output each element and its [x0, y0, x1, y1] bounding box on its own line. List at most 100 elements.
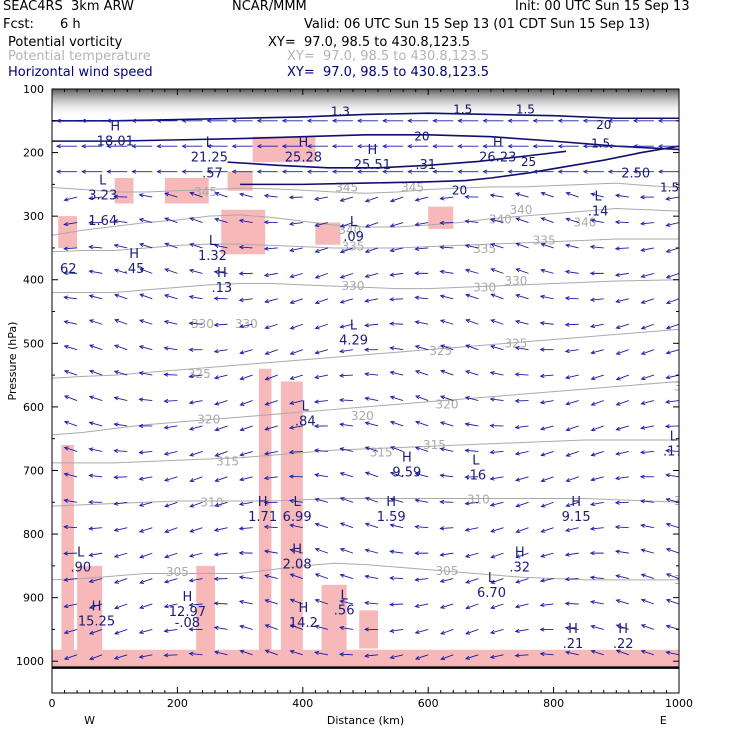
wind-arrowhead	[288, 449, 294, 455]
y-tick-label: 600	[23, 401, 44, 414]
wind-arrow	[490, 319, 504, 325]
wind-arrowhead	[189, 478, 195, 483]
wind-arrowhead	[539, 373, 545, 379]
wind-arrow	[491, 268, 504, 274]
wind-arrowhead	[364, 471, 370, 476]
wind-arrowhead	[239, 477, 245, 482]
hl-marker-value: .21	[563, 637, 584, 652]
theta-label: 320	[436, 397, 459, 411]
wind-arrow	[89, 395, 103, 401]
wind-arrow	[89, 552, 103, 556]
wind-arrowhead	[106, 169, 112, 174]
wind-arrow	[390, 323, 404, 325]
wind-arrow	[139, 345, 153, 351]
wind-arrowhead	[464, 655, 470, 660]
wind-arrowhead	[540, 426, 546, 431]
wind-arrowhead	[439, 294, 445, 299]
wind-arrowhead	[138, 423, 144, 429]
wind-arrowhead	[615, 298, 621, 304]
theta-label: 325	[505, 336, 528, 350]
wind-arrowhead	[39, 248, 43, 251]
theta-label: 335	[473, 242, 496, 256]
wind-arrow	[490, 345, 504, 351]
wind-arrowhead	[213, 349, 219, 354]
wind-arrow	[340, 522, 354, 529]
wind-arrowhead	[314, 325, 320, 330]
hl-marker-value: .84	[295, 414, 316, 429]
wind-arrowhead	[482, 118, 488, 123]
wind-arrow	[465, 449, 479, 452]
wind-arrowhead	[331, 144, 337, 149]
wind-arrow	[190, 476, 203, 482]
wind-arrow	[640, 222, 654, 225]
wind-arrow	[190, 217, 203, 223]
wind-arrow	[641, 298, 655, 304]
wind-arrow	[666, 298, 679, 304]
wind-arrow	[666, 523, 679, 529]
wind-arrowhead	[40, 421, 44, 424]
wind-arrowhead	[590, 477, 596, 482]
wind-speed-label: 25	[521, 155, 536, 169]
wind-arrowhead	[389, 471, 395, 476]
wind-arrowhead	[138, 345, 144, 350]
theta-label: 340	[338, 223, 361, 237]
wind-arrowhead	[113, 293, 119, 298]
wind-arrow	[215, 476, 228, 482]
wind-arrowhead	[314, 196, 320, 201]
hl-marker-value: .31	[415, 158, 436, 173]
wind-arrow	[239, 323, 253, 328]
x-tick-label: 0	[49, 697, 56, 710]
wind-arrowhead	[440, 344, 446, 349]
wind-arrow	[365, 323, 379, 326]
wind-arrowhead	[589, 271, 595, 276]
wind-arrowhead	[615, 599, 621, 604]
wind-arrow	[415, 370, 429, 376]
wind-arrowhead	[114, 318, 120, 323]
wind-arrow	[440, 603, 454, 609]
wind-arrowhead	[339, 197, 345, 202]
wind-arrowhead	[640, 273, 646, 279]
wind-arrow	[590, 601, 604, 605]
wind-arrow	[465, 294, 479, 300]
wind-arrowhead	[156, 144, 162, 149]
wind-arrowhead	[189, 242, 195, 248]
wind-arrow	[365, 247, 379, 253]
x-tick-label: 200	[167, 697, 188, 710]
wind-arrow	[89, 344, 103, 351]
theta-contour	[52, 238, 679, 253]
wind-arrowhead	[615, 376, 621, 381]
wind-arrow	[415, 446, 429, 452]
wind-arrow	[214, 602, 228, 605]
wind-arrow	[615, 221, 629, 223]
wind-arrow	[164, 400, 178, 402]
wind-arrowhead	[40, 498, 44, 501]
theta-label: 330	[235, 317, 258, 331]
wind-arrow	[239, 476, 253, 481]
wind-arrow	[415, 247, 429, 250]
wind-arrow	[440, 578, 454, 583]
wind-arrow	[490, 476, 504, 480]
hl-marker-value: 15.25	[78, 615, 115, 630]
west-label: W	[84, 714, 95, 727]
wind-arrowhead	[188, 294, 194, 300]
wind-arrowhead	[414, 603, 420, 608]
wind-arrowhead	[139, 293, 145, 298]
wind-arrowhead	[640, 425, 646, 430]
hl-marker-value: .09	[343, 230, 364, 245]
theta-contour	[52, 182, 679, 194]
wind-arrowhead	[414, 498, 420, 503]
wind-arrowhead	[414, 472, 420, 477]
wind-arrow	[465, 269, 479, 274]
wind-arrow	[265, 649, 278, 656]
wind-arrow	[465, 603, 479, 609]
hl-marker-value: 18.01	[97, 135, 134, 150]
wind-arrow	[365, 397, 379, 401]
wind-arrowhead	[213, 296, 219, 301]
wind-arrow	[590, 219, 604, 223]
wind-arrow	[64, 447, 78, 452]
wind-arrowhead	[539, 347, 545, 352]
wind-speed-label: 1.5	[516, 102, 535, 116]
wind-arrowhead	[106, 118, 112, 123]
wind-arrow	[640, 450, 654, 453]
wind-arrow	[365, 446, 379, 452]
